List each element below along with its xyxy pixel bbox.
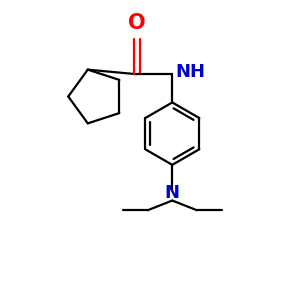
Text: N: N: [165, 184, 180, 202]
Text: NH: NH: [176, 63, 206, 81]
Text: O: O: [128, 13, 146, 33]
